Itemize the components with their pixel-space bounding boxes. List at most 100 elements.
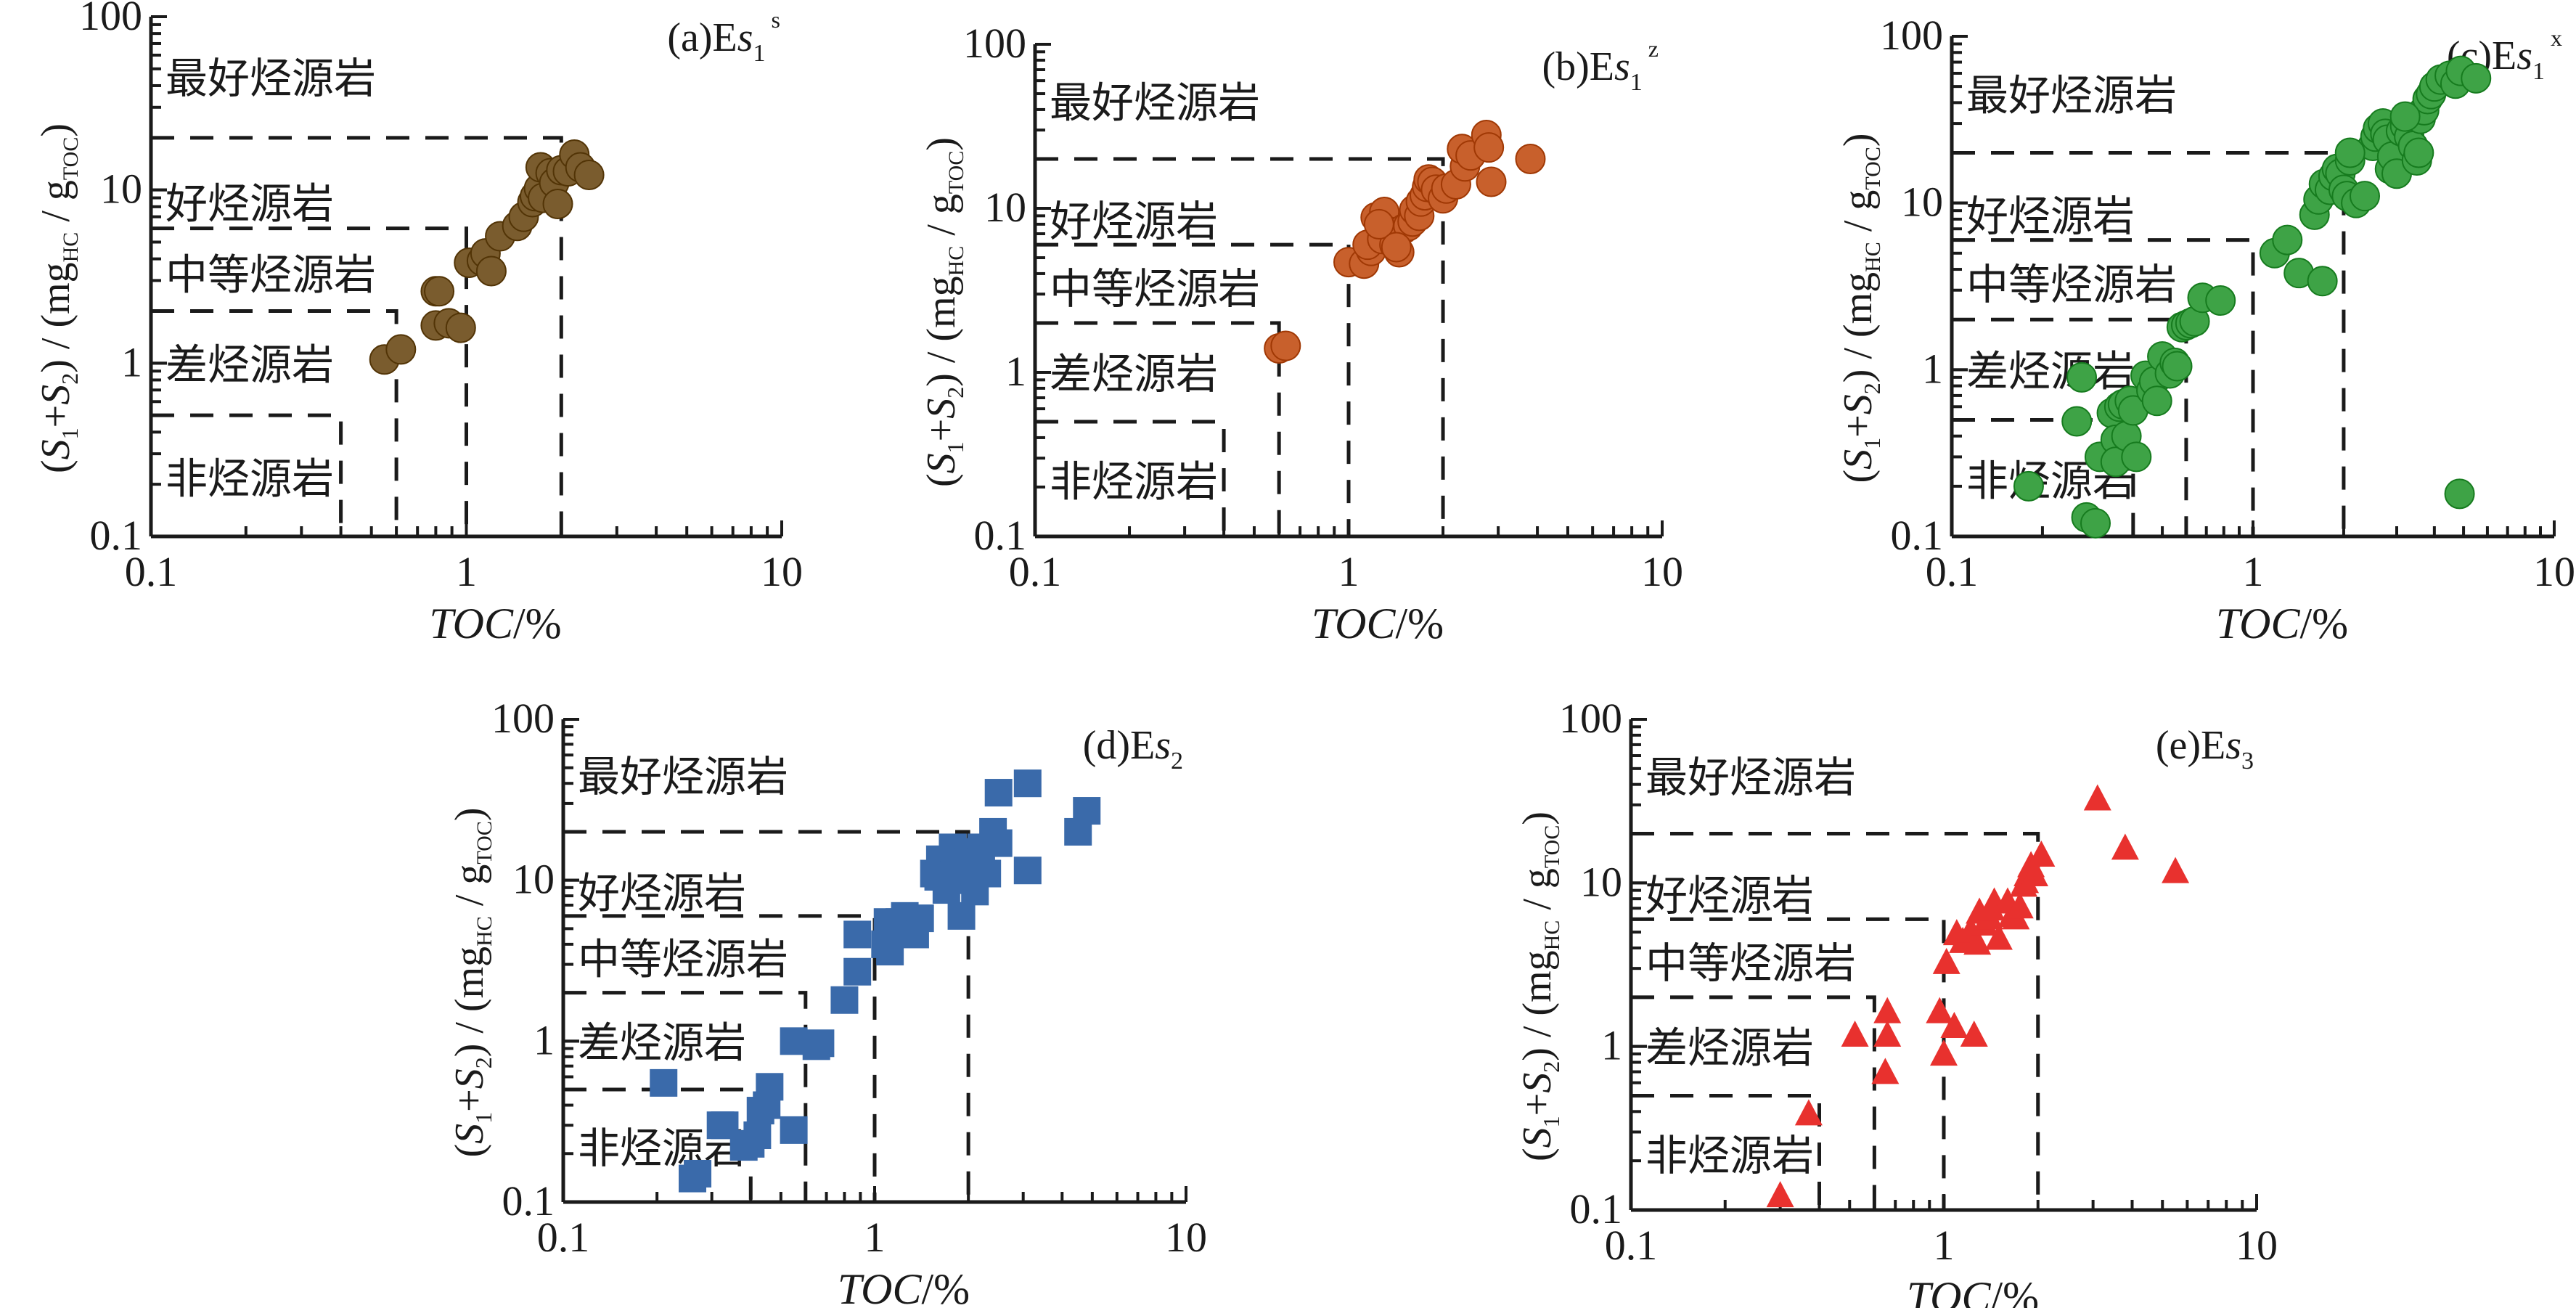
- data-point: [1841, 1020, 1869, 1047]
- data-point: [2141, 385, 2172, 417]
- panel-title: (d)Es2: [1083, 723, 1183, 774]
- zone-label: 差烃源岩: [1645, 1023, 1814, 1073]
- x-tick-label: 1: [1934, 1222, 1955, 1269]
- zone-boundary: [1035, 321, 1281, 536]
- x-tick-label: 0.1: [537, 1214, 590, 1261]
- y-axis-label: (S1+S2) / (mgHC / gTOC): [33, 123, 83, 473]
- data-point: [542, 188, 573, 219]
- data-point: [2205, 285, 2236, 316]
- y-tick-label: 10: [1580, 858, 1622, 905]
- zone-label: 最好烃源岩: [1050, 78, 1260, 127]
- panel-c: 0.1 1 100.1110100最好烃源岩好烃源岩中等烃源岩差烃源岩非烃源岩(c)…: [1836, 12, 2575, 647]
- x-axis-label: TOC/%: [2216, 600, 2348, 647]
- data-point: [2162, 351, 2193, 382]
- y-tick-label: 10: [100, 165, 142, 213]
- zone-label: 差烃源岩: [1966, 346, 2135, 396]
- data-point: [2080, 507, 2111, 539]
- x-tick-label: 10: [2533, 548, 2575, 595]
- zone-label: 好烃源岩: [165, 179, 334, 229]
- y-tick-label: 100: [1559, 695, 1622, 742]
- data-point: [2162, 857, 2190, 883]
- data-point: [806, 1029, 835, 1058]
- y-axis-label: (S1+S2) / (mgHC / gTOC): [919, 137, 968, 487]
- zone-boundary: [1952, 151, 2346, 536]
- x-tick-label: 1: [864, 1214, 886, 1261]
- zone-label: 好烃源岩: [578, 868, 746, 917]
- y-tick-label: 100: [79, 0, 142, 39]
- y-tick-label: 100: [963, 20, 1026, 67]
- panel-title: (e)Es3: [2156, 723, 2254, 774]
- data-point: [1873, 1020, 1902, 1047]
- x-tick-label: 1: [456, 548, 477, 595]
- y-tick-label: 0.1: [502, 1177, 555, 1225]
- y-tick-label: 1: [1601, 1022, 1622, 1069]
- data-point: [385, 334, 417, 365]
- data-point: [843, 920, 872, 949]
- y-tick-label: 1: [1922, 345, 1943, 392]
- data-point: [2005, 892, 2034, 919]
- y-tick-label: 0.1: [1570, 1185, 1623, 1233]
- zone-label: 中等烃源岩: [165, 250, 376, 300]
- series-d: [650, 769, 1101, 1193]
- data-point: [1926, 997, 1954, 1023]
- data-point: [424, 276, 455, 307]
- zone-boundary: [1952, 238, 2255, 536]
- data-point: [1515, 143, 1546, 174]
- y-tick-label: 0.1: [90, 512, 143, 559]
- data-point: [1073, 797, 1101, 825]
- zone-boundary: [151, 308, 398, 536]
- data-point: [1473, 132, 1505, 163]
- zone-label: 好烃源岩: [1050, 197, 1218, 246]
- zone-boundary: [1631, 995, 1876, 1210]
- zone-label: 差烃源岩: [1050, 349, 1218, 398]
- data-point: [2334, 137, 2366, 168]
- x-axis-label: TOC/%: [1907, 1273, 2039, 1308]
- data-point: [1977, 894, 2005, 921]
- series-c: [2013, 55, 2492, 539]
- data-point: [1940, 1011, 1968, 1038]
- y-axis-label: (S1+S2) / (mgHC / gTOC): [1515, 812, 1564, 1161]
- data-point: [475, 256, 507, 287]
- data-point: [2389, 101, 2421, 132]
- data-point: [2307, 266, 2338, 297]
- data-point: [2272, 224, 2303, 256]
- data-point: [573, 160, 605, 191]
- data-point: [1871, 1058, 1900, 1084]
- zone-boundary: [151, 136, 563, 536]
- y-tick-label: 0.1: [1891, 512, 1944, 559]
- x-tick-label: 0.1: [1605, 1222, 1658, 1269]
- zone-label: 中等烃源岩: [578, 934, 788, 984]
- series-b: [1264, 119, 1546, 364]
- zone-label: 好烃源岩: [1966, 192, 2135, 241]
- zone-label: 中等烃源岩: [1966, 260, 2177, 309]
- x-tick-label: 10: [761, 548, 803, 595]
- data-point: [906, 904, 934, 933]
- zone-boundary: [1035, 157, 1445, 536]
- data-point: [830, 986, 859, 1014]
- zone-label: 非烃源岩: [1645, 1131, 1814, 1180]
- data-point: [1013, 857, 1042, 885]
- data-point: [2083, 784, 2111, 811]
- x-axis-label: TOC/%: [429, 600, 561, 647]
- zone-label: 非烃源岩: [165, 454, 334, 503]
- x-tick-label: 10: [2236, 1222, 2278, 1269]
- zone-label: 差烃源岩: [165, 340, 334, 389]
- x-tick-label: 1: [1338, 548, 1359, 595]
- panel-title: (a)Es1s: [667, 7, 780, 67]
- x-tick-label: 0.1: [1926, 548, 1979, 595]
- zone-boundary: [1631, 832, 2040, 1210]
- data-point: [1930, 1039, 1958, 1066]
- data-point: [1960, 1020, 1988, 1047]
- y-tick-label: 1: [533, 1016, 555, 1063]
- y-tick-label: 10: [512, 856, 555, 903]
- data-point: [973, 859, 1002, 888]
- data-point: [1873, 997, 1902, 1023]
- data-point: [2027, 840, 2056, 867]
- data-point: [947, 902, 976, 930]
- data-point: [1476, 166, 1507, 197]
- data-point: [1013, 769, 1042, 798]
- data-point: [684, 1159, 712, 1188]
